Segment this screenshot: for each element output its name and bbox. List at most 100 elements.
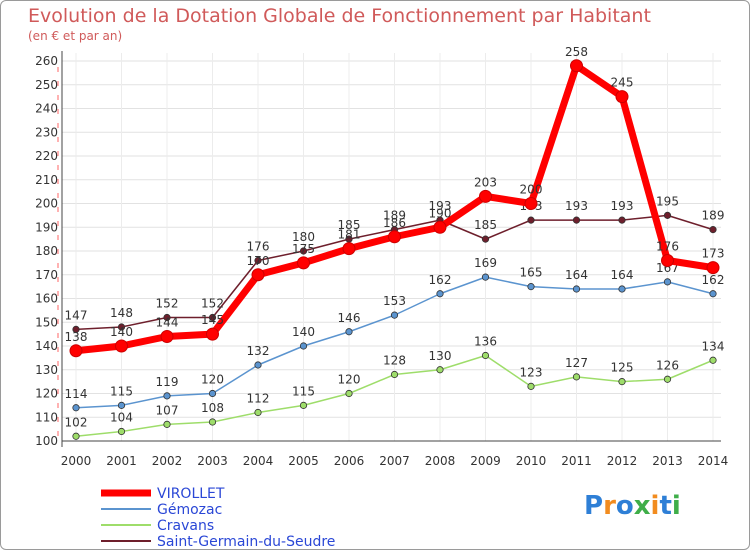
data-point-virollet — [69, 344, 83, 358]
y-tick-label: 160 — [35, 292, 58, 306]
x-tick-label: 2014 — [698, 454, 729, 468]
data-point-saint-germain-du-seudre — [208, 313, 217, 322]
legend-label-saint-germain-du-seudre: Saint-Germain-du-Seudre — [157, 534, 335, 550]
data-label-virollet: 173 — [702, 247, 725, 261]
logo-letter: o — [615, 491, 634, 521]
data-point-saint-germain-du-seudre — [299, 247, 308, 255]
data-point-cravans — [618, 378, 626, 386]
y-tick-label: 230 — [35, 125, 58, 139]
data-point-cravans — [390, 370, 399, 379]
data-point-saint-germain-du-seudre — [618, 216, 626, 224]
data-point-cravans — [254, 408, 262, 417]
data-label-virollet: 186 — [383, 216, 406, 230]
data-label-gemozac: 132 — [247, 344, 270, 358]
data-point-cravans — [663, 375, 672, 383]
data-label-saint-germain-du-seudre: 193 — [611, 199, 634, 213]
data-label-saint-germain-du-seudre: 189 — [702, 209, 725, 223]
data-label-gemozac: 164 — [565, 268, 588, 282]
data-point-virollet — [706, 261, 720, 275]
proxiti-logo: Proxiti — [584, 491, 681, 521]
x-tick-label: 2009 — [470, 454, 501, 468]
data-label-gemozac: 119 — [156, 375, 179, 389]
data-label-cravans: 115 — [292, 384, 315, 398]
data-point-gemozac — [72, 404, 80, 412]
data-point-cravans — [117, 427, 126, 436]
x-tick-label: 2012 — [607, 454, 638, 468]
logo-letter: P — [584, 491, 604, 521]
data-label-virollet: 190 — [429, 206, 452, 220]
y-tick-label: 260 — [35, 54, 58, 68]
data-point-virollet — [342, 242, 356, 256]
data-point-cravans — [709, 356, 717, 364]
data-point-virollet — [206, 327, 219, 341]
data-label-virollet: 176 — [656, 240, 679, 254]
data-point-cravans — [345, 389, 353, 398]
data-label-gemozac: 115 — [110, 384, 133, 398]
data-label-virollet: 181 — [338, 228, 361, 242]
data-point-cravans — [572, 373, 581, 381]
data-label-cravans: 102 — [65, 415, 88, 429]
data-point-saint-germain-du-seudre — [72, 325, 80, 333]
data-label-saint-germain-du-seudre: 152 — [156, 297, 179, 311]
y-tick-label: 100 — [35, 434, 58, 448]
data-label-virollet: 200 — [520, 183, 543, 197]
data-point-saint-germain-du-seudre — [527, 216, 535, 224]
logo-letter: x — [633, 491, 651, 521]
y-tick-label: 150 — [35, 315, 58, 329]
data-label-saint-germain-du-seudre: 148 — [110, 306, 133, 320]
data-point-gemozac — [709, 290, 717, 298]
data-point-gemozac — [390, 311, 399, 319]
data-label-saint-germain-du-seudre: 176 — [247, 240, 270, 254]
y-tick-label: 210 — [35, 173, 58, 187]
data-point-cravans — [527, 382, 535, 390]
data-point-gemozac — [436, 290, 444, 298]
data-point-virollet — [115, 339, 128, 353]
data-point-gemozac — [345, 328, 353, 336]
data-label-virollet: 140 — [110, 325, 133, 339]
data-point-virollet — [524, 197, 538, 210]
x-tick-label: 2001 — [106, 454, 137, 468]
legend-label-virollet: VIROLLET — [157, 486, 225, 502]
y-tick-label: 220 — [35, 149, 58, 163]
data-label-cravans: 127 — [565, 356, 588, 370]
data-label-gemozac: 114 — [65, 387, 88, 401]
data-point-gemozac — [527, 283, 535, 291]
x-tick-label: 2003 — [197, 454, 228, 468]
data-label-virollet: 144 — [156, 316, 179, 330]
data-point-virollet — [615, 90, 629, 104]
data-label-saint-germain-du-seudre: 152 — [201, 297, 224, 311]
data-point-saint-germain-du-seudre — [481, 235, 490, 243]
data-label-cravans: 107 — [156, 403, 179, 417]
legend-label-cravans: Cravans — [157, 518, 214, 534]
data-label-cravans: 104 — [110, 411, 133, 425]
data-label-cravans: 126 — [656, 358, 679, 372]
data-point-saint-germain-du-seudre — [572, 216, 581, 224]
data-point-gemozac — [572, 285, 581, 293]
y-tick-label: 130 — [35, 363, 58, 377]
logo-letter: r — [603, 491, 616, 521]
data-point-virollet — [570, 59, 583, 73]
data-point-gemozac — [618, 285, 626, 293]
data-label-gemozac: 164 — [611, 268, 634, 282]
x-tick-label: 2005 — [288, 454, 319, 468]
data-label-cravans: 130 — [429, 349, 452, 363]
x-tick-label: 2010 — [516, 454, 547, 468]
data-label-saint-germain-du-seudre: 185 — [338, 218, 361, 232]
data-point-virollet — [388, 230, 401, 244]
data-point-saint-germain-du-seudre — [117, 323, 126, 331]
data-label-gemozac: 169 — [474, 256, 497, 270]
data-label-gemozac: 153 — [383, 294, 406, 308]
data-point-virollet — [160, 330, 174, 343]
data-label-virollet: 203 — [474, 175, 497, 189]
data-label-virollet: 175 — [292, 242, 315, 256]
data-point-saint-germain-du-seudre — [663, 211, 672, 219]
legend-label-gemozac: Gémozac — [157, 502, 222, 518]
data-label-gemozac: 165 — [520, 266, 543, 280]
data-label-gemozac: 146 — [338, 311, 361, 325]
x-tick-label: 2007 — [379, 454, 410, 468]
data-label-gemozac: 162 — [702, 273, 725, 287]
data-point-saint-germain-du-seudre — [163, 313, 171, 322]
y-tick-label: 110 — [35, 410, 58, 424]
chart-title: Evolution de la Dotation Globale de Fonc… — [28, 5, 651, 27]
